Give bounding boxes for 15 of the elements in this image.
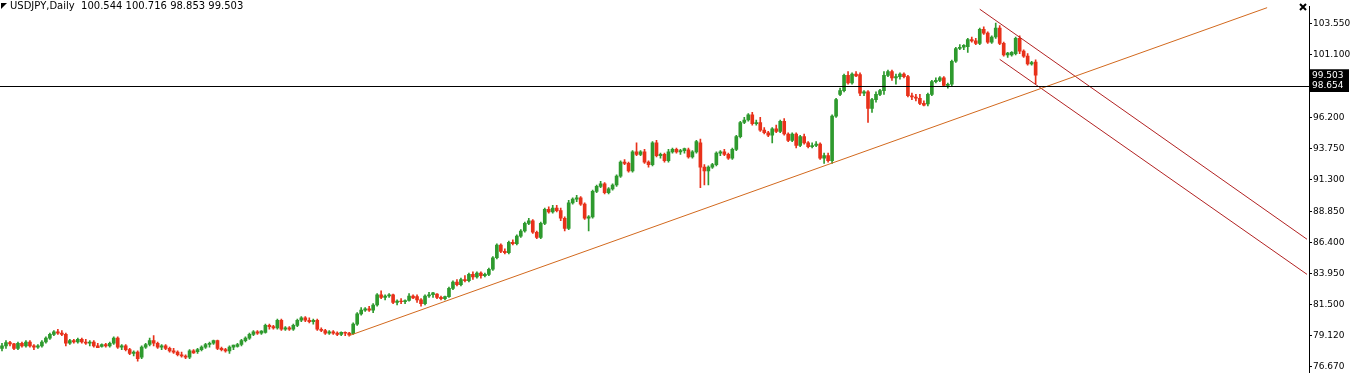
candlestick <box>894 73 898 85</box>
y-tick-label: 88.850 <box>1313 205 1345 216</box>
y-tick-label: 91.300 <box>1313 174 1345 185</box>
y-tick-label: 79.120 <box>1313 329 1345 340</box>
ref-line-label: 98.654 <box>1312 80 1344 91</box>
y-tick-label: 86.400 <box>1313 236 1345 247</box>
y-tick-label: 101.100 <box>1313 49 1351 60</box>
y-tick-label: 103.550 <box>1313 17 1351 28</box>
chart-title: USDJPY,Daily 100.544 100.716 98.853 99.503 <box>10 0 244 11</box>
y-tick-label: 93.750 <box>1313 143 1345 154</box>
annotation: 99.503 <box>1312 69 1344 80</box>
y-tick-label: 81.500 <box>1313 299 1345 310</box>
y-tick-label: 76.670 <box>1313 360 1345 371</box>
y-tick-label: 83.950 <box>1313 268 1345 279</box>
y-tick-label: 96.200 <box>1313 111 1345 122</box>
